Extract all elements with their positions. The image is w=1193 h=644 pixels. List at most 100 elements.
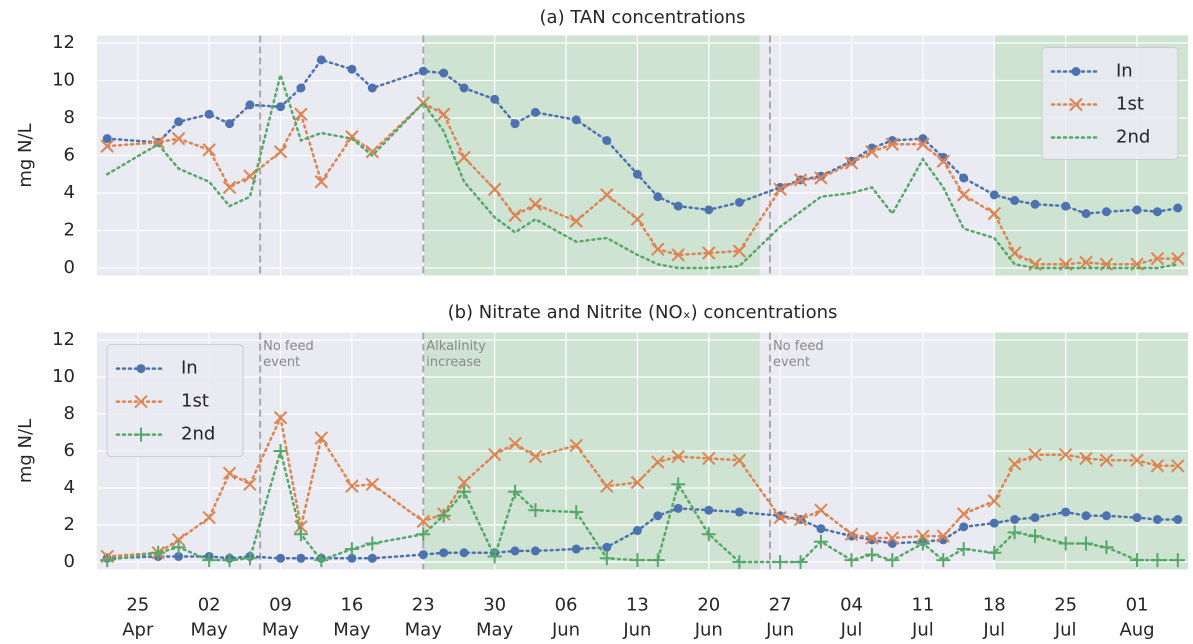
point-marker	[732, 555, 747, 569]
marker-stroke	[314, 431, 329, 445]
x-tick-label: May	[191, 619, 229, 640]
marker-stroke	[202, 143, 216, 157]
point-marker	[793, 555, 808, 569]
point-marker	[701, 527, 716, 542]
point-marker	[487, 182, 502, 196]
y-axis-label: mg N/L	[15, 419, 36, 483]
point-marker	[813, 534, 828, 549]
point-marker	[956, 542, 971, 557]
legend-box	[106, 344, 244, 458]
point-marker	[171, 540, 186, 555]
marker-stroke	[1007, 457, 1022, 471]
point-marker	[885, 137, 900, 151]
point-marker	[773, 510, 787, 525]
point-marker	[1030, 513, 1040, 523]
y-tick-label: 0	[64, 551, 75, 572]
point-marker	[276, 553, 286, 563]
point-marker	[416, 96, 430, 110]
marker-stroke	[936, 154, 950, 168]
point-marker	[436, 107, 451, 121]
legend-label: In	[1116, 61, 1133, 82]
point-marker	[202, 143, 216, 157]
marker-stroke	[569, 438, 583, 453]
marker-stroke	[1058, 447, 1073, 462]
point-marker	[1101, 511, 1111, 521]
point-marker	[732, 453, 747, 467]
point-marker	[365, 477, 380, 492]
point-marker	[885, 531, 900, 545]
point-marker	[630, 212, 645, 226]
marker-stroke	[671, 248, 685, 262]
y-axis-label: mg N/L	[15, 123, 36, 187]
point-marker	[136, 364, 146, 374]
point-marker	[1150, 251, 1165, 266]
marker-stroke	[100, 139, 114, 153]
marker-stroke	[793, 173, 808, 187]
point-marker	[508, 436, 522, 451]
point-marker	[1130, 453, 1144, 467]
legend-label: 2nd	[1116, 127, 1150, 148]
point-marker	[959, 522, 969, 532]
marker-stroke	[814, 171, 828, 185]
point-marker	[1081, 209, 1091, 219]
point-marker	[915, 536, 930, 551]
point-marker	[571, 544, 581, 554]
point-marker	[276, 102, 286, 112]
point-marker	[773, 182, 787, 196]
point-marker	[530, 546, 540, 556]
x-tick-label: May	[262, 619, 300, 640]
annotation: increase	[426, 355, 481, 370]
y-tick-label: 6	[64, 440, 75, 461]
point-marker	[885, 553, 900, 568]
marker-stroke	[345, 130, 359, 144]
point-marker	[847, 156, 857, 166]
point-marker	[293, 527, 308, 542]
point-marker	[273, 145, 288, 159]
marker-stroke	[865, 531, 879, 545]
point-marker	[1079, 536, 1094, 551]
point-marker	[936, 529, 950, 543]
point-marker	[1101, 207, 1111, 217]
point-marker	[347, 64, 357, 74]
x-tick-label: 01	[1126, 594, 1149, 615]
x-tick-label: 27	[769, 594, 792, 615]
marker-stroke	[1028, 447, 1042, 462]
point-marker	[102, 134, 112, 144]
marker-stroke	[457, 475, 471, 490]
point-marker	[367, 553, 377, 563]
point-marker	[345, 479, 359, 493]
x-tick-label: Apr	[122, 619, 154, 640]
point-marker	[202, 510, 216, 525]
point-marker	[439, 548, 449, 558]
point-marker	[1081, 511, 1091, 521]
point-marker	[416, 527, 431, 542]
point-marker	[459, 83, 469, 93]
point-marker	[344, 542, 359, 557]
marker-stroke	[844, 156, 859, 170]
marker-stroke	[273, 410, 288, 425]
x-tick-label: 20	[697, 594, 720, 615]
point-marker	[487, 447, 502, 462]
marker-stroke	[294, 520, 308, 534]
marker-stroke	[171, 533, 186, 547]
y-tick-label: 8	[64, 107, 75, 128]
marker-stroke	[487, 447, 502, 462]
point-marker	[673, 201, 683, 211]
point-marker	[602, 542, 612, 552]
x-tick-label: Jul	[1054, 619, 1077, 640]
marker-stroke	[1079, 255, 1093, 270]
x-tick-label: Jul	[982, 619, 1005, 640]
point-marker	[1030, 199, 1040, 209]
point-marker	[1071, 67, 1081, 76]
marker-stroke	[651, 455, 665, 469]
y-tick-label: 6	[64, 145, 75, 166]
point-marker	[936, 154, 950, 168]
point-marker	[528, 503, 543, 518]
point-marker	[273, 444, 288, 458]
marker-stroke	[773, 510, 787, 525]
point-marker	[1028, 529, 1043, 544]
annotation: Alkalinity	[426, 339, 486, 354]
chart-title: (a) TAN concentrations	[540, 7, 746, 28]
point-marker	[1010, 196, 1020, 205]
